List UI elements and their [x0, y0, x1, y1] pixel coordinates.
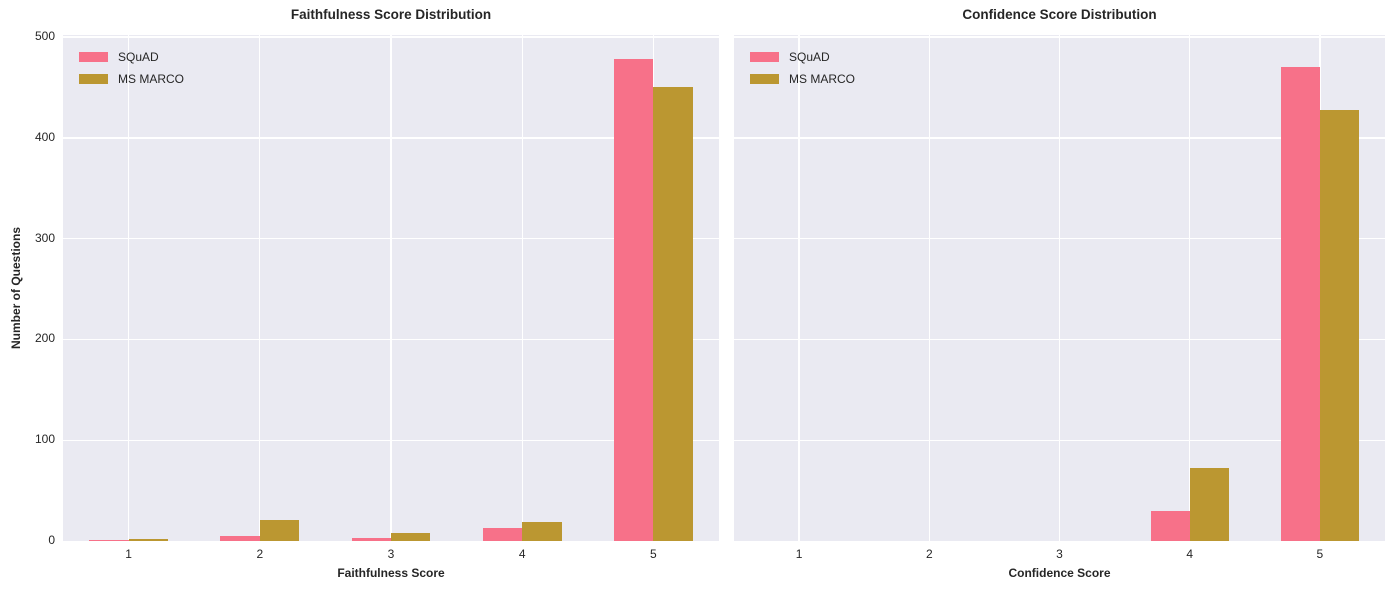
legend-label: SQuAD	[118, 50, 159, 64]
bar-squad-score-5	[1280, 67, 1320, 541]
bar-ms-marco-score-5	[1319, 109, 1359, 541]
legend-swatch	[750, 52, 779, 62]
legend-item: MS MARCO	[79, 68, 184, 90]
bar-squad-score-3	[351, 537, 391, 541]
legend-label: MS MARCO	[789, 72, 855, 86]
gridline-vertical	[259, 35, 261, 541]
y-tick-label: 500	[34, 29, 55, 44]
gridline-vertical	[928, 35, 930, 541]
gridline-vertical	[1319, 35, 1321, 541]
gridline-vertical	[1189, 35, 1191, 541]
legend: SQuAD MS MARCO	[750, 46, 855, 90]
bar-ms-marco-score-1	[128, 538, 168, 541]
x-axis-label-faithfulness: Faithfulness Score	[337, 566, 445, 580]
faithfulness-chart-axes: SQuAD MS MARCO	[63, 35, 719, 541]
x-tick-label: 3	[1056, 547, 1063, 561]
legend-swatch	[79, 74, 108, 84]
bar-squad-score-5	[614, 59, 654, 541]
x-tick-label: 5	[1316, 547, 1324, 561]
gridline-vertical	[798, 35, 800, 541]
x-tick-label: 4	[518, 547, 526, 561]
gridline-vertical	[390, 35, 392, 541]
y-tick-label: 0	[48, 533, 55, 547]
chart-title-confidence: Confidence Score Distribution	[962, 7, 1157, 22]
x-tick-label: 1	[125, 547, 132, 561]
gridline-vertical	[521, 35, 523, 541]
bar-ms-marco-score-4	[522, 521, 562, 541]
legend-item: SQuAD	[750, 46, 855, 68]
bar-ms-marco-score-3	[391, 532, 431, 541]
x-tick-label: 1	[795, 547, 803, 561]
x-tick-label: 4	[1186, 547, 1194, 561]
bar-ms-marco-score-5	[653, 87, 693, 541]
bar-ms-marco-score-2	[259, 519, 300, 541]
x-tick-label: 3	[387, 547, 395, 561]
bar-squad-score-4	[1150, 510, 1190, 541]
x-tick-label: 5	[650, 547, 657, 561]
legend: SQuAD MS MARCO	[79, 46, 184, 90]
legend-item: SQuAD	[79, 46, 184, 68]
chart-title-faithfulness: Faithfulness Score Distribution	[290, 7, 492, 22]
bar-squad-score-1	[89, 540, 129, 541]
bar-ms-marco-score-4	[1189, 468, 1229, 541]
x-tick-label: 2	[925, 547, 933, 561]
y-tick-label: 200	[34, 331, 55, 346]
y-tick-label: 400	[34, 129, 55, 144]
x-tick-label: 2	[256, 547, 264, 561]
x-axis-label-confidence: Confidence Score	[1008, 566, 1111, 580]
legend-swatch	[750, 74, 779, 84]
confidence-chart-axes: SQuAD MS MARCO	[734, 35, 1385, 541]
legend-label: SQuAD	[789, 50, 830, 64]
gridline-vertical	[1058, 35, 1061, 541]
legend-label: MS MARCO	[118, 72, 184, 86]
bar-squad-score-2	[220, 535, 260, 541]
bar-squad-score-4	[482, 527, 523, 541]
legend-swatch	[79, 52, 108, 62]
y-tick-label: 300	[34, 230, 55, 245]
legend-item: MS MARCO	[750, 68, 855, 90]
gridline-vertical	[127, 35, 130, 541]
y-tick-label: 100	[34, 432, 55, 447]
